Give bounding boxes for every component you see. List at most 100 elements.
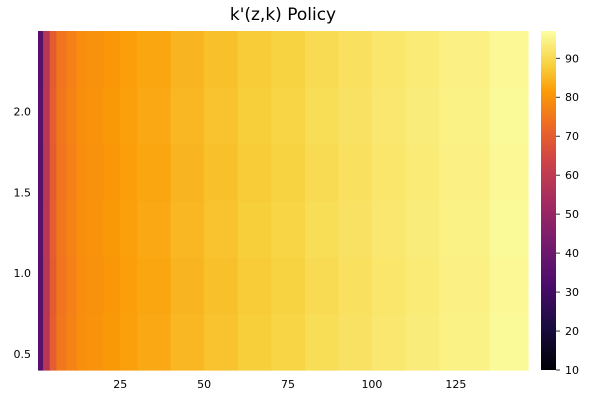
heatmap-cell: [170, 200, 205, 258]
heatmap-cell: [439, 200, 490, 258]
heatmap-cell: [237, 87, 272, 145]
heatmap-cell: [271, 200, 306, 258]
heatmap-cell: [76, 144, 88, 202]
colorbar-tick-label: 90: [565, 52, 579, 65]
heatmap-cell: [43, 87, 51, 145]
heatmap-cell: [86, 144, 105, 202]
x-tick-label: 50: [197, 378, 211, 391]
heatmap-cell: [56, 313, 68, 371]
heatmap-cell: [56, 87, 68, 145]
colorbar-tick-label: 70: [565, 130, 579, 143]
heatmap-cell: [76, 31, 88, 89]
heatmap-cell: [43, 257, 51, 315]
heatmap-cell: [38, 257, 44, 315]
heatmap-cell: [103, 87, 121, 145]
heatmap-cell: [204, 31, 239, 89]
heatmap-cell: [271, 31, 306, 89]
heatmap-cell: [137, 31, 172, 89]
colorbar-tick-label: 10: [565, 364, 579, 377]
heatmap-cell: [86, 313, 105, 371]
heatmap-cell: [371, 257, 407, 315]
heatmap-cell: [489, 144, 529, 202]
heatmap-cell: [56, 31, 68, 89]
heatmap-cell: [170, 313, 205, 371]
heatmap-cell: [489, 200, 529, 258]
heatmap-cell: [304, 31, 339, 89]
heatmap-cell: [103, 31, 121, 89]
heatmap-cell: [137, 313, 172, 371]
heatmap-cell: [137, 200, 172, 258]
heatmap-cell: [43, 313, 51, 371]
y-tick-label: 2.0: [14, 106, 32, 119]
heatmap-cell: [49, 144, 58, 202]
heatmap-cell: [49, 200, 58, 258]
heatmap-cell: [170, 144, 205, 202]
x-axis: 25 50 75 100 125: [113, 378, 466, 391]
heatmap-cell: [204, 144, 239, 202]
heatmap-cell: [38, 144, 44, 202]
heatmap-cell: [66, 144, 78, 202]
heatmap-cell: [76, 313, 88, 371]
heatmap-cell: [489, 87, 529, 145]
heatmap-cell: [49, 313, 58, 371]
heatmap-cell: [237, 200, 272, 258]
heatmap-cell: [38, 31, 44, 89]
heatmap-cell: [103, 200, 121, 258]
heatmap-cell: [439, 31, 490, 89]
heatmap-cell: [66, 31, 78, 89]
heatmap-cell: [405, 144, 440, 202]
heatmap-cell: [405, 257, 440, 315]
heatmap-cell: [38, 200, 44, 258]
heatmap-cell: [56, 257, 68, 315]
heatmap-cell: [56, 144, 68, 202]
heatmap-cell: [66, 200, 78, 258]
heatmap-cell: [439, 87, 490, 145]
heatmap-cell: [338, 257, 373, 315]
heatmap-cell: [405, 87, 440, 145]
heatmap-cell: [137, 144, 172, 202]
heatmap-cell: [137, 87, 172, 145]
heatmap-cell: [76, 200, 88, 258]
heatmap-cell: [120, 257, 138, 315]
heatmap-cell: [271, 257, 306, 315]
heatmap-cell: [439, 313, 490, 371]
heatmap-cell: [271, 87, 306, 145]
heatmap-cell: [371, 87, 407, 145]
heatmap-cell: [338, 313, 373, 371]
heatmap-cell: [405, 200, 440, 258]
heatmap-cell: [338, 31, 373, 89]
heatmap-cell: [304, 257, 339, 315]
heatmap-cell: [271, 313, 306, 371]
x-tick-label: 100: [361, 378, 382, 391]
heatmap-cell: [43, 31, 51, 89]
heatmap-cell: [204, 200, 239, 258]
heatmap-cell: [405, 31, 440, 89]
colorbar-tick-label: 30: [565, 286, 579, 299]
heatmap-cell: [371, 313, 407, 371]
heatmap-cell: [170, 87, 205, 145]
heatmap-cell: [338, 144, 373, 202]
colorbar-axis: 10 20 30 40 50 60 70 80 90: [556, 52, 579, 377]
heatmap-cell: [489, 257, 529, 315]
heatmap-cell: [86, 31, 105, 89]
heatmap-cell: [86, 257, 105, 315]
heatmap-cell: [237, 31, 272, 89]
heatmap-cell: [49, 87, 58, 145]
heatmap-cell: [271, 144, 306, 202]
heatmap-cell: [120, 31, 138, 89]
heatmap-cell: [137, 257, 172, 315]
heatmap-cell: [120, 200, 138, 258]
colorbar-tick-label: 50: [565, 208, 579, 221]
heatmap-cell: [49, 31, 58, 89]
heatmap-cell: [237, 313, 272, 371]
heatmap-cell: [371, 200, 407, 258]
colorbar-tick-label: 60: [565, 169, 579, 182]
heatmap-cell: [204, 87, 239, 145]
heatmap-cell: [38, 313, 44, 371]
heatmap-cell: [76, 87, 88, 145]
heatmap-cell: [103, 257, 121, 315]
heatmap-cells: [38, 31, 529, 371]
colorbar-tick-label: 40: [565, 247, 579, 260]
y-axis: 0.5 1.0 1.5 2.0: [14, 106, 32, 361]
